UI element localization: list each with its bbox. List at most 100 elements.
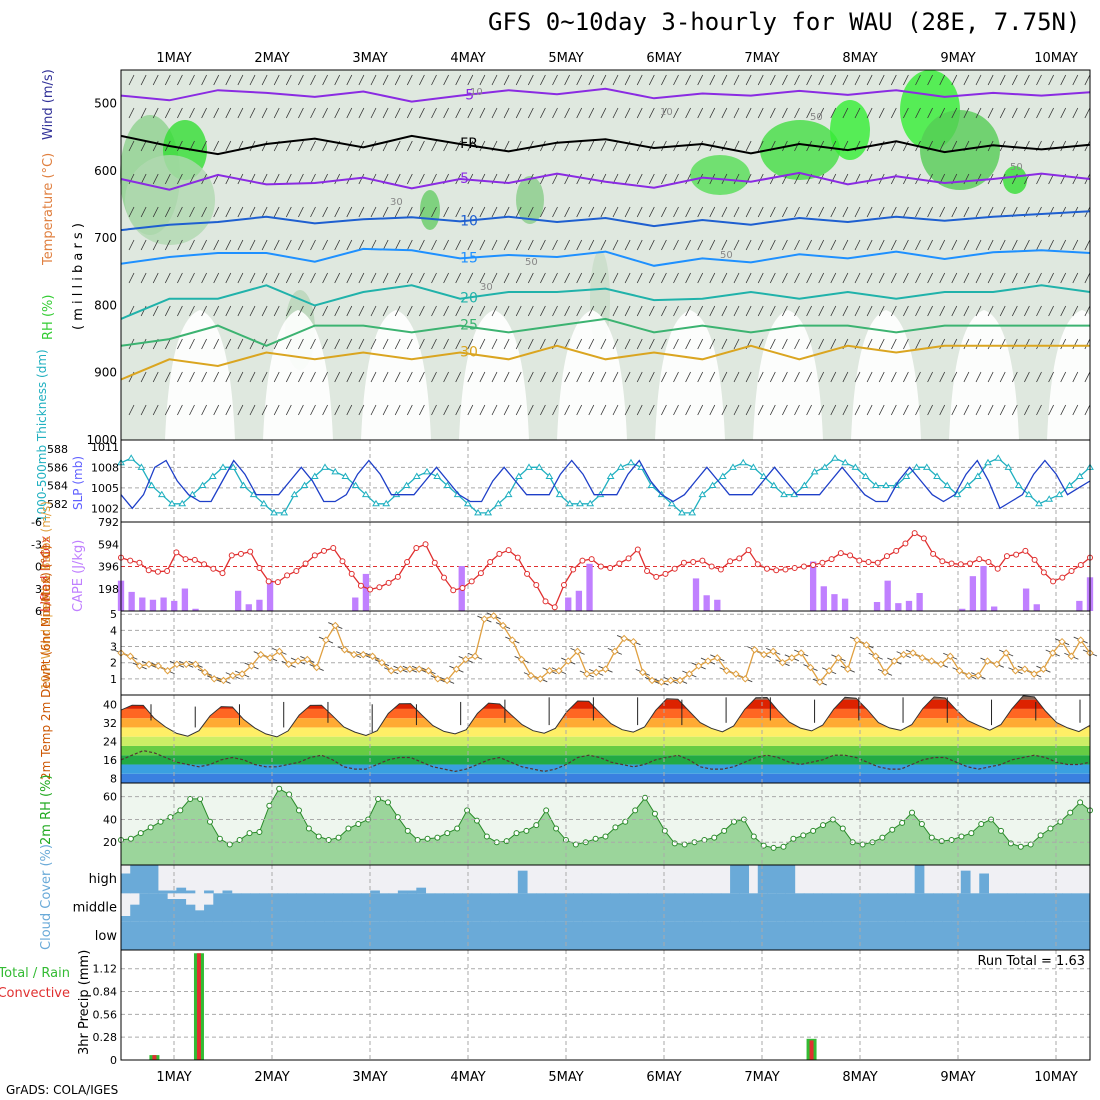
wind-barb: [685, 173, 691, 185]
wind-barb: [431, 272, 437, 284]
wind-barb: [164, 404, 171, 416]
legend-wind: Wind (m/s): [41, 69, 56, 140]
wind-barb: [963, 206, 970, 218]
wind-barb: [733, 338, 740, 350]
cloud-cell: [425, 893, 436, 922]
rh-marker: [543, 807, 550, 814]
wind-barb: [261, 239, 268, 251]
rh-marker: [918, 821, 925, 827]
wind-barb: [975, 338, 982, 350]
rh-contour-label: 30: [480, 282, 493, 293]
wind-label: 10m Wind Speed & Barbs (m/s): [39, 501, 53, 690]
cape-bar: [991, 606, 998, 611]
wind-barb: [782, 305, 788, 317]
wind-barb: [322, 107, 328, 119]
day-label-top: 9MAY: [940, 51, 975, 66]
thickness-marker: [463, 499, 472, 507]
wind-barb: [890, 338, 897, 350]
wind-barb: [249, 239, 256, 251]
thickness-tick: 586: [47, 461, 68, 474]
wind-barb: [479, 140, 486, 152]
li-marker: [127, 557, 134, 564]
cloud-cell: [914, 865, 925, 894]
wind-barb: [298, 305, 304, 317]
cloud-cell: [462, 921, 473, 950]
cloud-cell: [859, 893, 870, 922]
wind-barb: [806, 206, 812, 218]
wind-barb: [903, 272, 909, 284]
wind-barb: [479, 272, 486, 284]
wind-barb: [189, 404, 195, 416]
wind-speed-marker: [639, 668, 647, 677]
cloud-cell: [748, 893, 759, 922]
wind-speed-marker: [396, 665, 405, 673]
wind-barb: [733, 74, 740, 86]
wind-barb: [1072, 239, 1079, 251]
contour-label: -5: [460, 88, 474, 104]
wind-barb: [273, 305, 280, 317]
wind-barb: [927, 74, 933, 86]
cloud-cell: [370, 890, 380, 894]
wind-barb: [624, 371, 631, 383]
wind-barb: [406, 74, 413, 86]
cloud-cell: [619, 921, 630, 950]
wind-barb: [394, 338, 401, 350]
cloud-cell: [342, 893, 353, 922]
rh-marker: [632, 807, 639, 814]
rh-marker: [424, 835, 431, 842]
wind-barb: [854, 404, 861, 416]
thickness-marker: [1045, 495, 1054, 502]
wind-barb: [503, 140, 510, 152]
wind-barb: [794, 239, 800, 251]
wind-barb: [491, 206, 498, 218]
wind-barb: [515, 74, 522, 86]
cape-label: CAPE (J/kg): [71, 540, 86, 612]
cloud-cell: [148, 893, 159, 922]
thickness-marker: [127, 454, 136, 461]
wind-barb: [406, 140, 413, 152]
cloud-cell: [942, 893, 953, 922]
wind-barb: [455, 305, 462, 317]
wind-barb: [890, 107, 897, 119]
wind-barb: [830, 305, 837, 317]
rh-marker: [978, 821, 985, 827]
wind-barb: [842, 371, 849, 383]
thickness-marker: [984, 458, 992, 466]
li-marker: [837, 550, 844, 557]
wind-speed-marker: [1039, 665, 1048, 673]
wind-barb: [648, 272, 655, 284]
wind-barb: [757, 404, 764, 416]
wind-barb: [237, 272, 244, 284]
rh-marker: [711, 834, 718, 841]
rh-marker: [414, 836, 421, 843]
wind-barb: [261, 140, 268, 152]
cloud-cell: [813, 921, 823, 950]
temperature-contour: [120, 317, 1090, 347]
rh-marker: [127, 835, 134, 842]
wind-speed-marker: [163, 667, 172, 675]
dewpoint-line: [120, 749, 1091, 773]
wind-barb: [576, 107, 583, 119]
wind-barb: [636, 371, 643, 383]
cloud-cell: [250, 921, 260, 950]
wind-barb: [455, 338, 462, 350]
wind-barb: [636, 272, 643, 284]
wind-barb: [576, 371, 583, 383]
li-marker: [293, 567, 300, 574]
wind-barb: [842, 272, 849, 284]
cloud-cell: [951, 921, 962, 950]
wind-barb: [648, 338, 655, 350]
wind-barb: [987, 239, 994, 251]
wind-barb: [527, 338, 534, 350]
wind-barb: [1011, 338, 1018, 350]
cloud-cell: [490, 893, 500, 922]
wind-barb: [358, 239, 365, 251]
wind-barb: [515, 239, 522, 251]
wind-barb: [527, 305, 534, 317]
wind-barb: [697, 74, 704, 86]
wind-speed-marker: [285, 660, 293, 669]
wind-barb: [794, 371, 800, 383]
rh-marker: [998, 827, 1005, 834]
rh-marker: [1077, 799, 1084, 806]
cape-bar: [234, 590, 242, 611]
